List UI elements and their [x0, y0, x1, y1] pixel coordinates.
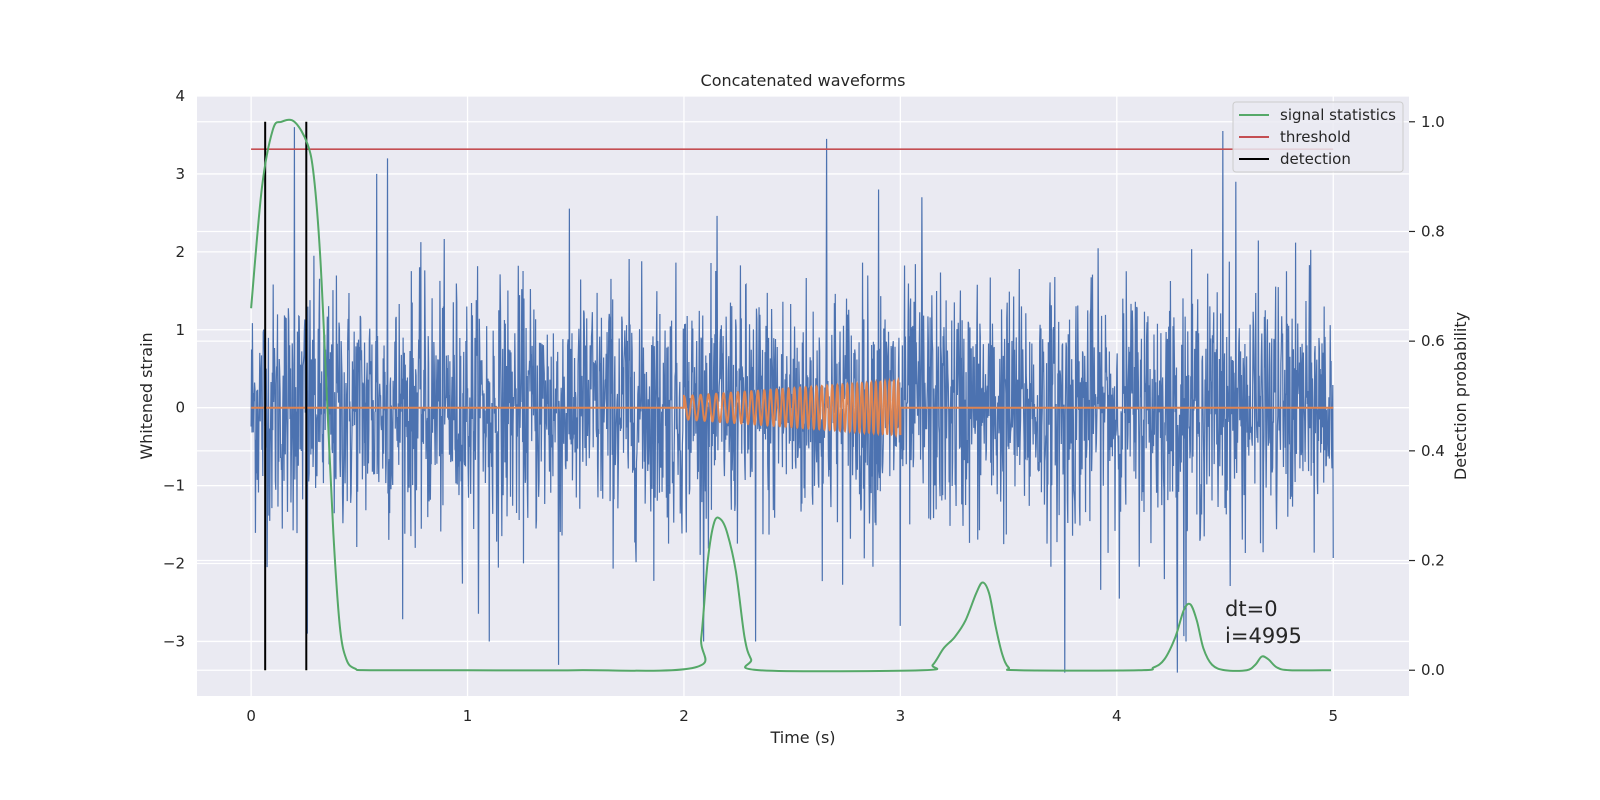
x-tick-label: 5: [1328, 707, 1338, 725]
series-layer: [250, 118, 1334, 673]
y2-axis-ticks: 0.0 0.2 0.4 0.6 0.8 1.0: [1409, 113, 1445, 679]
annotation-i: i=4995: [1225, 624, 1302, 648]
y-tick-label: 1: [175, 321, 185, 339]
annotation-dt: dt=0: [1225, 597, 1278, 621]
y-tick-label: 2: [175, 243, 185, 261]
y2-axis-label: Detection probability: [1451, 312, 1470, 480]
y2-tick-label: 1.0: [1421, 113, 1445, 131]
legend: signal statistics threshold detection: [1232, 101, 1404, 173]
legend-entry: detection: [1280, 150, 1351, 168]
x-tick-label: 1: [463, 707, 473, 725]
legend-box: [1232, 101, 1404, 173]
y-tick-label: −1: [163, 477, 185, 495]
y2-tick-label: 0.2: [1421, 552, 1445, 570]
y2-tick-label: 0.0: [1421, 661, 1445, 679]
y2-tick-label: 0.6: [1421, 332, 1445, 350]
y-axis-label: Whitened strain: [137, 332, 156, 459]
series-signal-statistics: [250, 118, 1332, 673]
y-tick-label: 0: [175, 399, 185, 417]
x-axis-ticks: 0 1 2 3 4 5: [246, 707, 1338, 725]
y-tick-label: 4: [175, 87, 185, 105]
series-whitened-strain: [250, 127, 1334, 673]
legend-entry: threshold: [1280, 128, 1351, 146]
x-axis-label: Time (s): [769, 728, 835, 747]
legend-entry: signal statistics: [1280, 106, 1396, 124]
y2-tick-label: 0.8: [1421, 222, 1445, 240]
series-injected-signal: [251, 376, 1334, 439]
x-tick-label: 4: [1112, 707, 1122, 725]
y2-tick-label: 0.4: [1421, 442, 1445, 460]
chart-title: Concatenated waveforms: [701, 71, 906, 90]
x-tick-label: 2: [679, 707, 689, 725]
y-tick-label: −3: [163, 632, 185, 650]
x-tick-label: 0: [246, 707, 256, 725]
y-tick-label: −2: [163, 555, 185, 573]
y-tick-label: 3: [175, 165, 185, 183]
y-axis-ticks: −3 −2 −1 0 1 2 3 4: [163, 87, 185, 650]
x-tick-label: 3: [896, 707, 906, 725]
